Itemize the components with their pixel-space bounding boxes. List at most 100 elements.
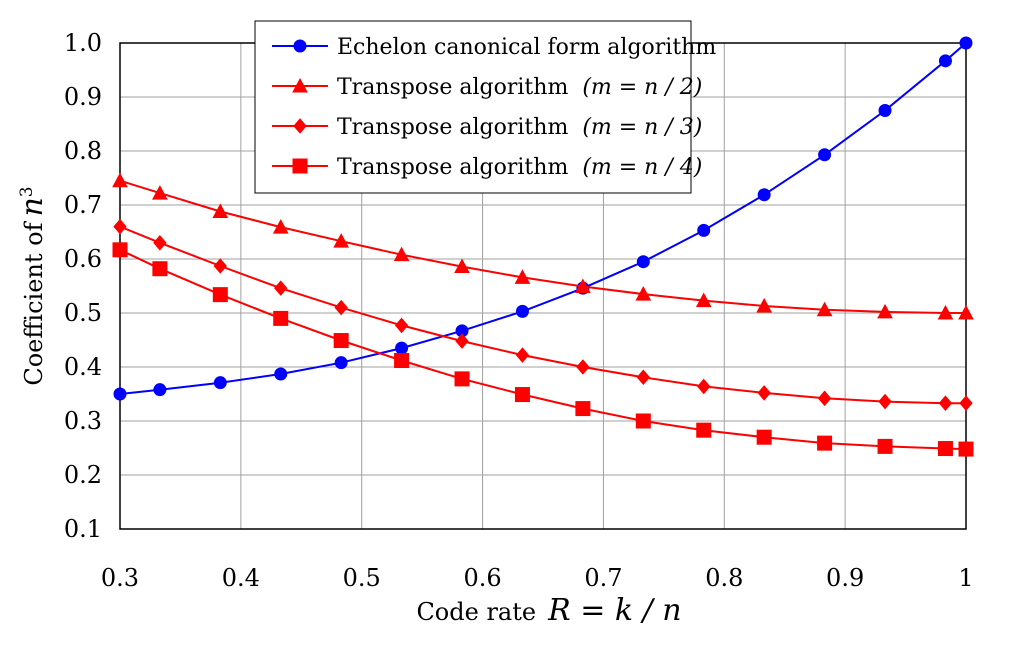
x-axis-ticks: 0.3 0.4 0.5 0.6 0.7 0.8 0.9 1 <box>101 564 974 592</box>
x-axis-title-math: R = k / n <box>547 593 681 628</box>
data-point-triangle <box>575 278 591 294</box>
data-point-triangle <box>393 246 410 262</box>
series-3 <box>113 218 973 411</box>
data-point-triangle <box>756 297 773 313</box>
data-point-square <box>394 353 410 369</box>
data-point-square <box>696 422 712 438</box>
data-point-circle <box>334 356 348 370</box>
data-point-triangle <box>112 172 128 188</box>
data-point-square <box>152 261 168 277</box>
data-point-diamond <box>515 347 530 363</box>
series-line <box>119 248 967 451</box>
y-tick-label: 0.6 <box>64 245 102 273</box>
series-line <box>119 225 966 405</box>
data-point-circle <box>515 304 529 318</box>
legend: Echelon canonical form algorithm Transpos… <box>254 20 716 194</box>
data-point-diamond <box>334 299 348 316</box>
legend-label-text: Transpose algorithm <box>337 155 568 180</box>
legend-label-text: Transpose algorithm <box>337 115 568 140</box>
legend-label: Echelon canonical form algorithm <box>337 35 716 60</box>
y-axis-title-text: Coefficient of <box>20 220 48 385</box>
y-tick-label: 0.8 <box>64 137 102 165</box>
data-point-triangle <box>272 219 289 234</box>
legend-label-math: (m = n / 2) <box>582 75 702 100</box>
data-point-square <box>877 438 893 454</box>
x-axis-title-text: Code rate <box>416 598 536 626</box>
y-tick-label: 0.1 <box>64 515 102 543</box>
x-tick-label: 0.8 <box>705 564 743 592</box>
legend-item: Transpose algorithm (m = n / 4) <box>272 155 702 180</box>
legend-marker-square <box>292 158 308 174</box>
data-point-triangle <box>514 269 531 284</box>
x-tick-label: 0.7 <box>584 564 622 592</box>
data-point-diamond <box>576 359 590 375</box>
y-tick-label: 0.9 <box>64 83 102 111</box>
data-point-diamond <box>113 218 127 235</box>
y-tick-label: 0.5 <box>64 299 102 327</box>
data-point-square <box>333 333 349 349</box>
legend-marker-circle <box>293 39 307 53</box>
data-point-square <box>112 242 128 258</box>
data-point-circle <box>878 104 892 117</box>
data-point-diamond <box>455 333 469 349</box>
series-4 <box>112 242 974 457</box>
data-point-circle <box>636 255 650 269</box>
data-point-triangle <box>958 304 974 320</box>
legend-label-text: Echelon canonical form algorithm <box>337 35 716 60</box>
data-point-triangle <box>695 292 712 308</box>
data-point-square <box>756 429 772 445</box>
data-point-square <box>273 310 289 326</box>
data-point-diamond <box>938 395 953 411</box>
data-point-diamond <box>274 280 288 296</box>
data-point-square <box>817 435 833 451</box>
data-point-triangle <box>937 304 954 320</box>
y-axis-title-sup: 3 <box>17 186 37 197</box>
legend-label: Transpose algorithm (m = n / 4) <box>337 155 702 180</box>
y-tick-label: 0.3 <box>64 407 102 435</box>
data-point-diamond <box>697 378 711 395</box>
data-point-square <box>454 371 470 387</box>
data-point-diamond <box>636 369 650 386</box>
legend-item: Transpose algorithm (m = n / 3) <box>272 115 702 140</box>
y-axis-title: Coefficient of n3 <box>15 186 50 385</box>
legend-label-math: (m = n / 4) <box>582 155 702 180</box>
data-point-triangle <box>454 258 470 274</box>
x-tick-label: 0.5 <box>343 564 381 592</box>
data-point-triangle <box>635 286 652 301</box>
y-axis-title-math: n <box>15 197 50 216</box>
y-tick-label: 0.4 <box>64 353 102 381</box>
legend-marker-diamond <box>293 118 307 134</box>
legend-label-math: (m = n / 3) <box>582 115 702 140</box>
series-2 <box>112 172 974 320</box>
data-point-diamond <box>817 390 832 407</box>
data-point-diamond <box>213 258 227 274</box>
legend-item: Transpose algorithm (m = n / 2) <box>272 75 702 100</box>
x-tick-label: 1 <box>958 564 973 592</box>
legend-label: Transpose algorithm (m = n / 3) <box>337 115 702 140</box>
data-point-diamond <box>153 235 167 251</box>
legend-label-text: Transpose algorithm <box>337 75 568 100</box>
x-tick-label: 0.9 <box>826 564 864 592</box>
series-line <box>119 179 966 314</box>
data-point-circle <box>153 383 167 397</box>
data-point-square <box>575 401 591 417</box>
x-axis-title: Code rate R = k / n <box>416 593 681 628</box>
legend-items: Echelon canonical form algorithm Transpos… <box>272 35 716 180</box>
data-point-diamond <box>959 395 973 411</box>
data-point-circle <box>113 387 127 401</box>
data-point-circle <box>274 367 288 381</box>
data-point-diamond <box>878 393 892 410</box>
data-point-circle <box>395 341 409 355</box>
y-tick-label: 0.7 <box>64 191 102 219</box>
data-point-circle <box>959 36 973 50</box>
data-point-square <box>635 413 651 429</box>
data-point-triangle <box>152 185 168 200</box>
data-point-circle <box>213 376 227 390</box>
series-layer <box>112 36 974 457</box>
data-point-circle <box>697 223 711 237</box>
legend-box <box>254 20 692 194</box>
data-point-square <box>212 287 228 303</box>
x-tick-label: 0.6 <box>463 564 501 592</box>
x-tick-label: 0.3 <box>101 564 139 592</box>
y-tick-label: 1.0 <box>64 29 102 57</box>
